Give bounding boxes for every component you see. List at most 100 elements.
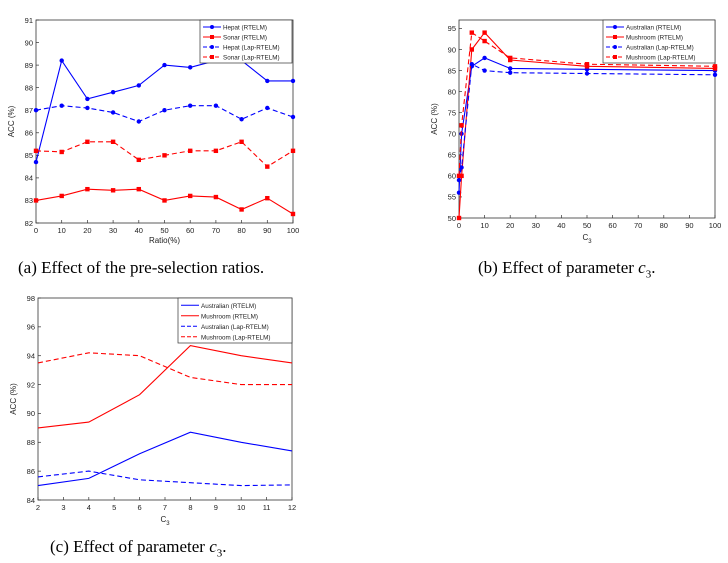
x-tick-label: 40 [135, 226, 143, 235]
caption-c-suffix: . [222, 537, 227, 556]
y-tick-label: 80 [448, 87, 456, 96]
legend-label-1: Mushroom (RTELM) [201, 313, 258, 320]
x-tick-label: 100 [287, 226, 300, 235]
data-point [712, 72, 718, 77]
data-point [508, 70, 513, 75]
caption-c-var: c [209, 537, 217, 556]
x-tick-label: 50 [160, 226, 168, 235]
y-tick-label: 86 [25, 129, 33, 138]
data-point [188, 148, 193, 154]
caption-b-prefix: (b) Effect of parameter [478, 258, 639, 277]
data-point [213, 103, 219, 108]
y-tick-label: 98 [27, 294, 35, 303]
data-point [162, 62, 167, 68]
legend-label-3: Mushroom (Lap-RTELM) [626, 55, 696, 62]
y-tick-label: 70 [448, 130, 456, 139]
data-point [290, 148, 296, 154]
data-point [33, 198, 39, 203]
data-point [110, 188, 116, 193]
data-point [482, 68, 487, 73]
legend-label-0: Hepat (RTELM) [223, 25, 267, 32]
data-point [584, 62, 590, 67]
data-point [469, 30, 474, 35]
data-point [110, 110, 116, 115]
y-tick-label: 60 [448, 172, 456, 181]
y-tick-label: 82 [25, 219, 33, 228]
chart-a: 82 83 84 85 86 87 88 89 90 91 0 10 20 30 40 50 60 70 80 90 1… [7, 16, 300, 245]
series-line-1 [37, 345, 293, 429]
data-point [110, 89, 116, 95]
legend-label-2: Australian (Lap-RTELM) [626, 45, 694, 52]
x-tick-label: 5 [112, 503, 116, 512]
legend-label-2: Australian (Lap-RTELM) [201, 324, 269, 331]
x-tick-label: 40 [557, 221, 565, 230]
y-axis-label: ACC (%) [7, 105, 16, 137]
data-point [584, 71, 590, 76]
y-tick-label: 75 [448, 108, 456, 117]
y-tick-label: 90 [448, 45, 456, 54]
y-tick-label: 89 [25, 61, 33, 70]
y-axis-label: ACC (%) [430, 103, 439, 135]
x-axis-label: Ratio(%) [149, 236, 180, 245]
legend-label-2: Hepat (Lap-RTELM) [223, 45, 280, 52]
x-tick-label: 10 [480, 221, 488, 230]
y-tick-label: 95 [448, 24, 456, 33]
data-point [188, 65, 193, 70]
data-point [162, 108, 167, 113]
y-tick-label: 55 [448, 193, 456, 202]
x-tick-label: 0 [34, 226, 38, 235]
caption-b-var: c [638, 258, 646, 277]
caption-c-prefix: (c) Effect of parameter [50, 537, 210, 556]
data-point [85, 105, 90, 111]
y-tick-label: 86 [27, 467, 35, 476]
data-point [59, 149, 64, 155]
data-point [162, 153, 167, 158]
data-point [188, 103, 193, 108]
series-line-2 [35, 105, 294, 123]
y-tick-label: 92 [27, 380, 35, 389]
data-point [482, 30, 487, 35]
data-point [508, 55, 513, 61]
data-point [265, 195, 270, 201]
data-point [85, 186, 90, 192]
series-line-2 [458, 63, 716, 181]
y-tick-label: 84 [25, 174, 33, 183]
caption-b-sub: 3 [645, 268, 652, 281]
data-point [85, 96, 90, 102]
legend-marker [210, 55, 214, 59]
data-point [456, 177, 462, 183]
data-point [239, 207, 244, 212]
data-point [188, 193, 193, 199]
x-tick-label: 60 [186, 226, 194, 235]
legend-label-3: Mushroom (Lap-RTELM) [201, 334, 271, 341]
data-point [213, 194, 219, 200]
data-point [59, 193, 64, 199]
chart-panel-c: 84 86 88 90 92 94 96 98 2 3 4 5 6 7 8 9 10 11 12 C3 ACC (%) A… [0, 290, 310, 530]
y-tick-label: 88 [25, 83, 33, 92]
data-point [456, 173, 462, 179]
series-line-0 [458, 57, 716, 193]
x-tick-label: 20 [506, 221, 514, 230]
x-axis-label: C3 [582, 233, 592, 245]
legend-marker [210, 25, 214, 29]
legend-label-0: Australian (RTELM) [626, 25, 681, 32]
x-tick-label: 80 [237, 226, 245, 235]
data-point [508, 66, 513, 71]
legend-label-1: Mushroom (RTELM) [626, 35, 683, 42]
y-tick-label: 96 [27, 323, 35, 332]
data-point [265, 78, 270, 84]
y-tick-label: 87 [25, 106, 33, 115]
caption-c: (c) Effect of parameter c3. [50, 537, 227, 559]
y-tick-label: 85 [448, 66, 456, 75]
data-point [136, 119, 141, 124]
data-point [469, 62, 474, 67]
data-point [459, 165, 464, 170]
data-point [469, 47, 474, 52]
x-tick-label: 2 [36, 503, 40, 512]
x-tick-label: 4 [87, 503, 91, 512]
y-tick-label: 84 [27, 496, 35, 505]
caption-c-sub: 3 [216, 547, 223, 560]
data-point [265, 164, 270, 169]
data-point [59, 58, 64, 63]
caption-b-suffix: . [651, 258, 656, 277]
